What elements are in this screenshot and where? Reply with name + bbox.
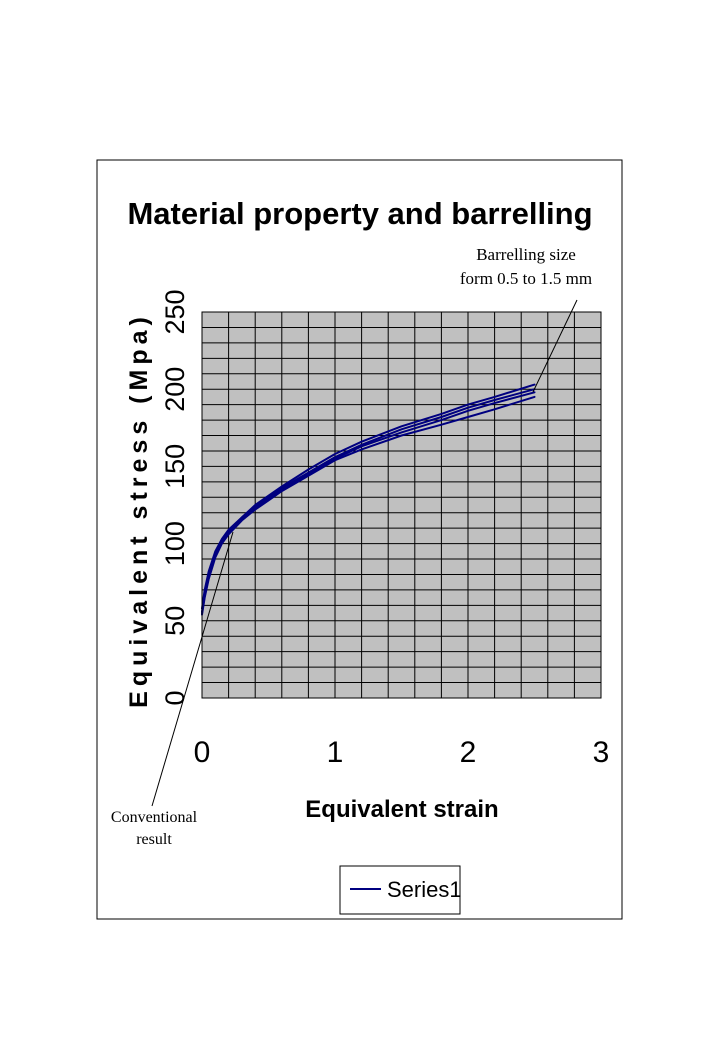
y-tick-label: 100 [160, 521, 190, 566]
chart-title: Material property and barrelling [127, 196, 592, 231]
series-line-4 [201, 395, 536, 616]
gridlines [202, 312, 601, 698]
plot-border [201, 311, 602, 699]
annotation-barrelling-line2: form 0.5 to 1.5 mm [460, 269, 592, 288]
annotation-conventional-line1: Conventional [111, 809, 198, 826]
legend-entry-series1: Series1 [387, 877, 462, 902]
y-tick-label: 250 [160, 289, 190, 334]
plot-area [201, 311, 602, 699]
annotation-barrelling-line1: Barrelling size [476, 245, 576, 264]
y-tick-label: 200 [160, 367, 190, 412]
x-tick-label: 0 [194, 736, 211, 769]
annotation-conventional-leader [151, 531, 234, 807]
x-tick-label: 2 [460, 736, 477, 769]
x-tick-label: 3 [593, 736, 610, 769]
plot-background [201, 311, 602, 699]
annotation-conventional-line2: result [136, 831, 172, 848]
x-axis-ticks: 0 1 2 3 [194, 736, 610, 769]
legend: Series1 [339, 865, 462, 915]
annotation-barrelling-leader [532, 299, 578, 393]
y-axis-label: Equivalent stress (Mpa) [125, 312, 153, 708]
x-tick-label: 1 [327, 736, 344, 769]
series-lines [201, 383, 536, 616]
y-tick-label: 150 [160, 444, 190, 489]
y-tick-label: 50 [160, 606, 190, 636]
x-axis-label: Equivalent strain [305, 796, 498, 823]
